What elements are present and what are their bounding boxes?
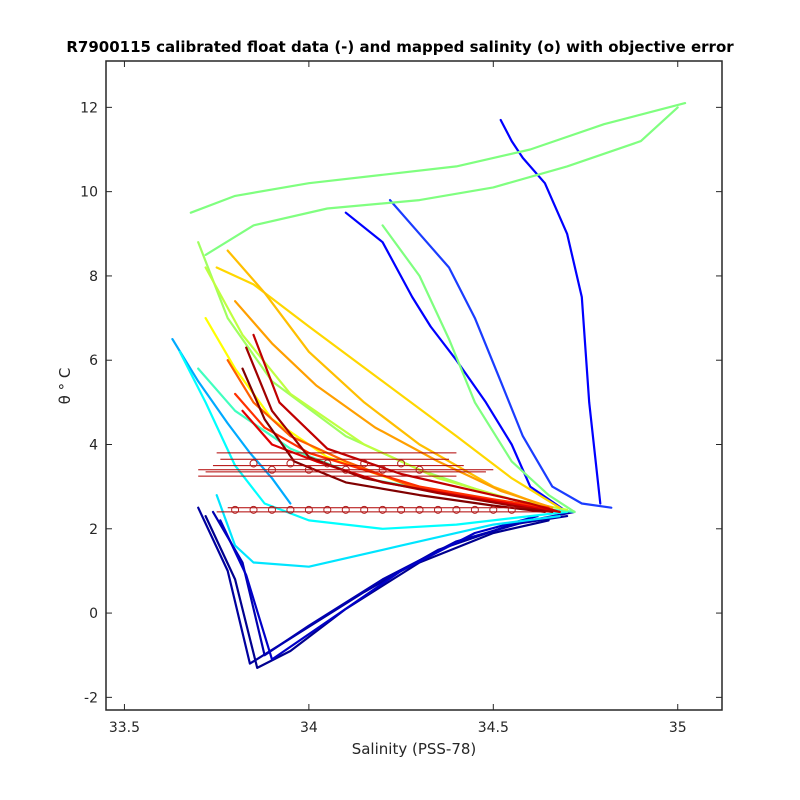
mapped-salinity-marker-21 [415,465,424,474]
mapped-salinity-marker-11 [415,505,424,514]
mapped-salinity-marker-5 [304,505,313,514]
series-line-10 [215,494,561,568]
x-tick-label: 33.5 [109,720,140,736]
y-tick-label: 4 [89,438,98,454]
series-line-20 [234,300,554,509]
mapped-salinity-marker-4 [286,505,295,514]
mapped-salinity-marker-12 [433,505,442,514]
series-line-25 [245,346,554,513]
mapped-salinity-marker-2 [249,505,258,514]
series-line-24 [252,333,561,513]
x-tick-label: 34.5 [478,720,509,736]
mapped-salinity-marker-24 [323,459,332,468]
mapped-salinity-marker-26 [397,459,406,468]
mapped-salinity-marker-23 [286,459,295,468]
mapped-salinity-marker-19 [341,465,350,474]
series-line-6 [388,199,613,509]
series-line-9 [178,350,569,530]
mapped-salinity-marker-8 [360,505,369,514]
y-tick-label: 0 [89,606,98,622]
axes: 33.5 34 34.5 35 -2 0 2 4 6 8 10 12 [80,61,722,736]
y-tick-label: 10 [80,185,98,201]
mapped-salinity-marker-7 [341,505,350,514]
x-tick-label: 35 [669,720,687,736]
mapped-salinity-marker-6 [323,505,332,514]
y-tick-label: 12 [80,100,98,116]
series-line-18 [215,266,561,509]
mapped-salinity-marker-13 [452,505,461,514]
mapped-salinity-marker-15 [489,505,498,514]
mapped-salinity-layer [231,459,516,514]
y-axis-label: θ ° C [56,368,74,405]
mapped-salinity-marker-1 [231,505,240,514]
mapped-salinity-marker-20 [378,465,387,474]
plot-frame [105,60,723,711]
x-axis-label: Salinity (PSS-78) [352,740,477,758]
mapped-salinity-marker-18 [304,465,313,474]
mapped-salinity-marker-22 [249,459,258,468]
series-layer [171,101,687,670]
series-line-14 [381,224,576,513]
series-line-7 [499,118,602,505]
y-tick-label: -2 [84,690,98,706]
series-line-12 [189,101,687,214]
series-line-8 [171,338,292,505]
series-line-1 [204,514,550,670]
objective-error-layer [198,452,549,513]
chart-title: R7900115 calibrated float data (-) and m… [66,38,734,56]
mapped-salinity-marker-10 [397,505,406,514]
mapped-salinity-marker-3 [267,505,276,514]
series-line-4 [219,514,539,661]
mapped-salinity-marker-16 [507,505,516,514]
y-tick-label: 6 [89,353,98,369]
plot-area [106,61,722,710]
x-tick-label: 34 [300,720,318,736]
mapped-salinity-marker-25 [360,459,369,468]
mapped-salinity-marker-14 [470,505,479,514]
mapped-salinity-marker-17 [267,465,276,474]
mapped-salinity-marker-9 [378,505,387,514]
y-tick-label: 8 [89,269,98,285]
series-line-26 [241,367,547,513]
y-tick-label: 2 [89,522,98,538]
series-line-13 [204,106,679,256]
